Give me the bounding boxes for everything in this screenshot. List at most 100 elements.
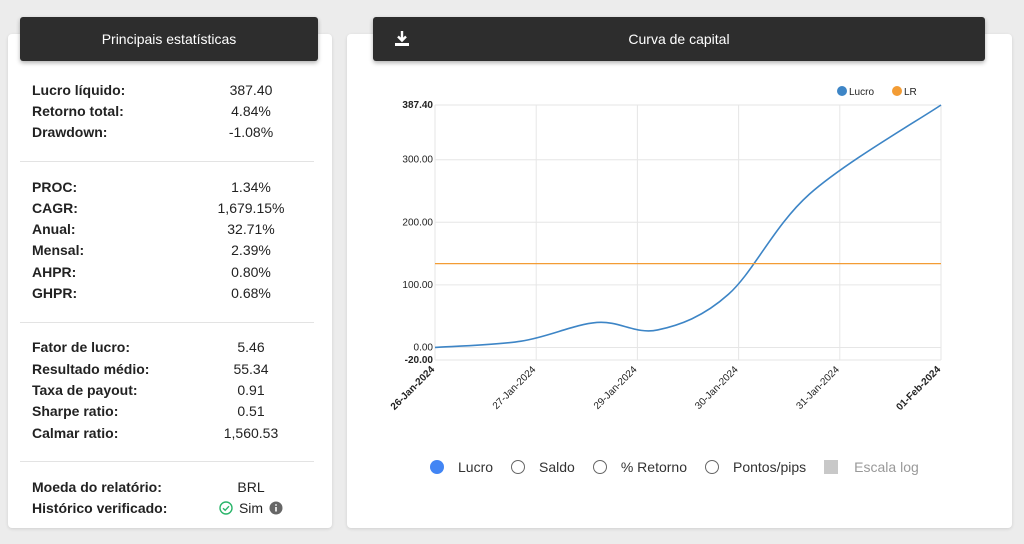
y-tick-label: 200.00 (402, 217, 433, 228)
chart-legend: Lucro LR (837, 86, 917, 98)
chart-header: Curva de capital (373, 17, 985, 61)
stat-row: Mensal: 2.39% (32, 240, 302, 261)
stat-value: 387.40 (229, 81, 273, 98)
x-tick-label: 26-Jan-2024 (389, 364, 438, 413)
stat-value: 1,679.15% (217, 199, 285, 216)
x-tick-label: 30-Jan-2024 (693, 364, 741, 412)
stat-label: Drawdown: (32, 124, 108, 141)
radio-button[interactable] (705, 460, 719, 474)
legend-marker (837, 86, 847, 96)
option-retorno[interactable]: % Retorno (592, 459, 687, 475)
checkbox[interactable] (824, 460, 839, 474)
option-label: % Retorno (620, 459, 687, 475)
stat-label: CAGR: (32, 199, 78, 216)
stat-label: PROC: (32, 178, 78, 195)
stat-row: Resultado médio: 55.34 (32, 358, 302, 379)
stat-value: 32.71% (227, 221, 275, 238)
equity-chart: 387.40 300.00 200.00 100.00 0.00 -20.00 26-Ja… (389, 86, 944, 413)
option-escala-log[interactable]: Escala log (824, 459, 919, 475)
legend-marker (892, 86, 902, 96)
x-tick-label: 31-Jan-2024 (794, 364, 842, 412)
y-tick-label: -20.00 (405, 355, 434, 366)
stat-row: Fator de lucro: 5.46 (32, 337, 302, 358)
radio-button[interactable] (430, 460, 444, 474)
chart-card (347, 34, 1012, 528)
stat-value: 0.80% (231, 263, 271, 280)
stat-row: PROC: 1.34% (32, 176, 302, 197)
stat-row: Drawdown: -1.08% (32, 122, 302, 143)
y-tick-label: 300.00 (402, 155, 433, 166)
legend-label: Lucro (849, 87, 874, 98)
stats-group: PROC: 1.34% CAGR: 1,679.15% Anual: 32.71% M… (20, 160, 314, 322)
chart-series (434, 104, 942, 349)
verified-value: Sim (182, 500, 302, 516)
stat-row: Lucro líquido: 387.40 (32, 79, 302, 100)
stat-label: Moeda do relatório: (32, 478, 162, 495)
stat-value: 1.34% (231, 178, 271, 195)
stat-row: Moeda do relatório: BRL (32, 476, 302, 497)
x-tick-label: 01-Feb-2024 (894, 364, 943, 413)
radio-button[interactable] (511, 460, 526, 474)
stats-table: Lucro líquido: 387.40 Retorno total: 4.84%… (20, 78, 314, 519)
stat-row: Retorno total: 4.84% (32, 100, 302, 121)
series-lucro-line (434, 104, 942, 349)
stat-label: Calmar ratio: (32, 424, 119, 441)
stat-label: Fator de lucro: (32, 339, 131, 356)
stat-value: 55.34 (233, 360, 269, 377)
check-circle-icon (219, 501, 233, 515)
stat-label: Mensal: (32, 242, 85, 259)
stats-group: Moeda do relatório: BRL Histórico verific… (20, 461, 314, 519)
y-tick-label: 387.40 (402, 100, 433, 111)
legend-label: LR (904, 87, 917, 98)
stat-label: Taxa de payout: (32, 381, 138, 398)
x-tick-label: 27-Jan-2024 (491, 364, 539, 412)
stats-header: Principais estatísticas (20, 17, 318, 61)
stat-value: -1.08% (228, 124, 274, 141)
info-icon[interactable] (269, 501, 283, 515)
stat-label: Retorno total: (32, 102, 124, 119)
stats-group: Lucro líquido: 387.40 Retorno total: 4.84%… (20, 78, 314, 161)
option-lucro[interactable]: Lucro (430, 459, 493, 475)
download-icon[interactable] (393, 29, 411, 49)
stat-label: Resultado médio: (32, 360, 150, 377)
chart-options: Lucro Saldo % Retorno Pontos/pips Escala… (430, 459, 937, 475)
stat-row: GHPR: 0.68% (32, 282, 302, 303)
x-tick-label: 29-Jan-2024 (592, 364, 640, 412)
stat-value: 4.84% (231, 102, 271, 119)
chart-title: Curva de capital (628, 31, 730, 47)
stat-value: 5.46 (237, 339, 265, 356)
option-label: Lucro (458, 459, 494, 475)
option-label: Saldo (539, 459, 575, 475)
stat-value: 0.51 (237, 403, 265, 420)
chart-grid (434, 104, 942, 361)
option-label: Pontos/pips (733, 459, 807, 475)
stat-label: Histórico verificado: (32, 500, 168, 517)
stat-value: 2.39% (231, 242, 271, 259)
stat-label: Anual: (32, 221, 76, 238)
stat-row: Calmar ratio: 1,560.53 (32, 422, 302, 443)
option-saldo[interactable]: Saldo (511, 459, 575, 475)
stat-row: Anual: 32.71% (32, 218, 302, 239)
stat-value: BRL (237, 478, 265, 495)
stats-card (8, 34, 332, 528)
stat-value: 0.91 (237, 381, 265, 398)
stat-value: 1,560.53 (223, 424, 279, 441)
option-pontos[interactable]: Pontos/pips (705, 459, 806, 475)
option-label: Escala log (854, 459, 919, 475)
y-axis: 387.40 300.00 200.00 100.00 0.00 -20.00 (402, 100, 433, 366)
verified-text: Sim (238, 500, 264, 517)
stat-row: Sharpe ratio: 0.51 (32, 401, 302, 422)
x-axis: 26-Jan-2024 27-Jan-2024 29-Jan-2024 30-Jan-… (389, 364, 944, 413)
stat-value: 0.68% (231, 285, 271, 302)
stat-label: Lucro líquido: (32, 81, 126, 98)
stat-label: Sharpe ratio: (32, 403, 119, 420)
stat-label: GHPR: (32, 285, 78, 302)
radio-button[interactable] (592, 460, 607, 474)
stat-label: AHPR: (32, 263, 77, 280)
y-tick-label: 100.00 (402, 280, 433, 291)
stat-row: CAGR: 1,679.15% (32, 197, 302, 218)
stats-title: Principais estatísticas (101, 31, 237, 47)
y-tick-label: 0.00 (414, 342, 434, 353)
stats-group: Fator de lucro: 5.46 Resultado médio: 55.3… (20, 321, 314, 461)
stat-row: Taxa de payout: 0.91 (32, 379, 302, 400)
